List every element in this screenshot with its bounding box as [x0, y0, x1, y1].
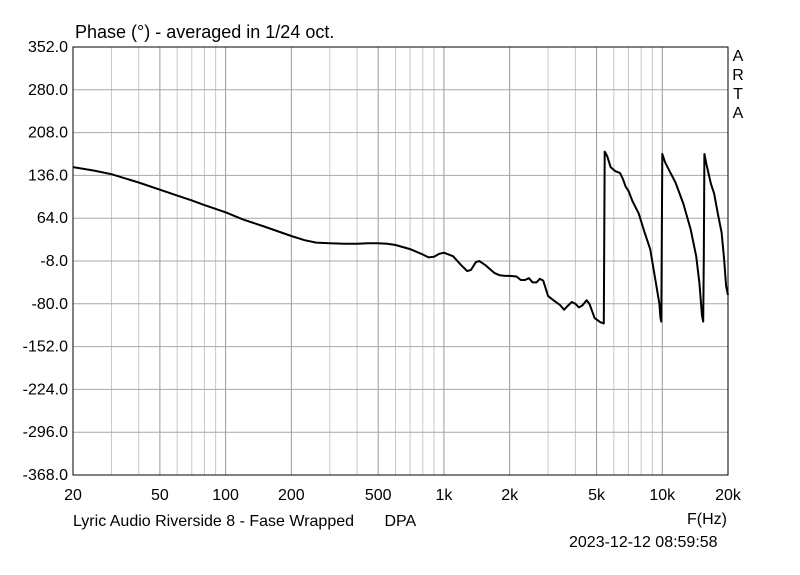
watermark-letter: T	[733, 86, 743, 103]
watermark-letter: A	[732, 105, 744, 122]
arta-watermark: A R T A	[729, 47, 747, 123]
y-axis-tick-labels: 352.0 280.0 208.0 136.0 64.0 -8.0 -80.0 -152.0 -…	[23, 39, 68, 484]
y-tick-label: -80.0	[32, 296, 69, 313]
y-tick-label: -8.0	[40, 253, 68, 270]
y-tick-label: 352.0	[28, 39, 68, 56]
x-tick-label: 200	[278, 487, 305, 504]
y-tick-label: 136.0	[28, 167, 68, 184]
y-tick-label: 280.0	[28, 82, 68, 99]
x-tick-label: 500	[365, 487, 392, 504]
phase-series-line	[72, 150, 729, 325]
x-tick-label: 20	[64, 487, 82, 504]
microphone-label: DPA	[384, 513, 417, 530]
product-label: Lyric Audio Riverside 8 - Fase Wrapped	[73, 513, 355, 530]
chart-title: Phase (°) - averaged in 1/24 oct.	[75, 22, 335, 42]
x-axis-label: F(Hz)	[687, 511, 727, 528]
y-tick-label: 64.0	[37, 210, 68, 227]
x-tick-label: 1k	[435, 487, 453, 504]
y-tick-label: -296.0	[23, 424, 68, 441]
x-tick-label: 50	[151, 487, 169, 504]
watermark-letter: R	[732, 67, 744, 84]
measurement-caption: Lyric Audio Riverside 8 - Fase Wrapped D…	[73, 513, 416, 531]
plot-frame	[72, 46, 729, 476]
y-tick-label: -368.0	[23, 467, 68, 484]
x-tick-label: 10k	[649, 487, 676, 504]
x-tick-label: 100	[212, 487, 239, 504]
timestamp: 2023-12-12 08:59:58	[569, 534, 718, 551]
x-tick-label: 2k	[501, 487, 519, 504]
x-tick-label: 20k	[715, 487, 742, 504]
x-tick-label: 5k	[588, 487, 606, 504]
y-tick-label: -152.0	[23, 339, 68, 356]
x-axis-tick-labels: 20 50 100 200 500 1k 2k 5k 10k 20k	[64, 487, 742, 504]
y-tick-label: -224.0	[23, 381, 68, 398]
grid	[73, 47, 728, 475]
watermark-letter: A	[732, 48, 744, 65]
y-tick-label: 208.0	[28, 125, 68, 142]
